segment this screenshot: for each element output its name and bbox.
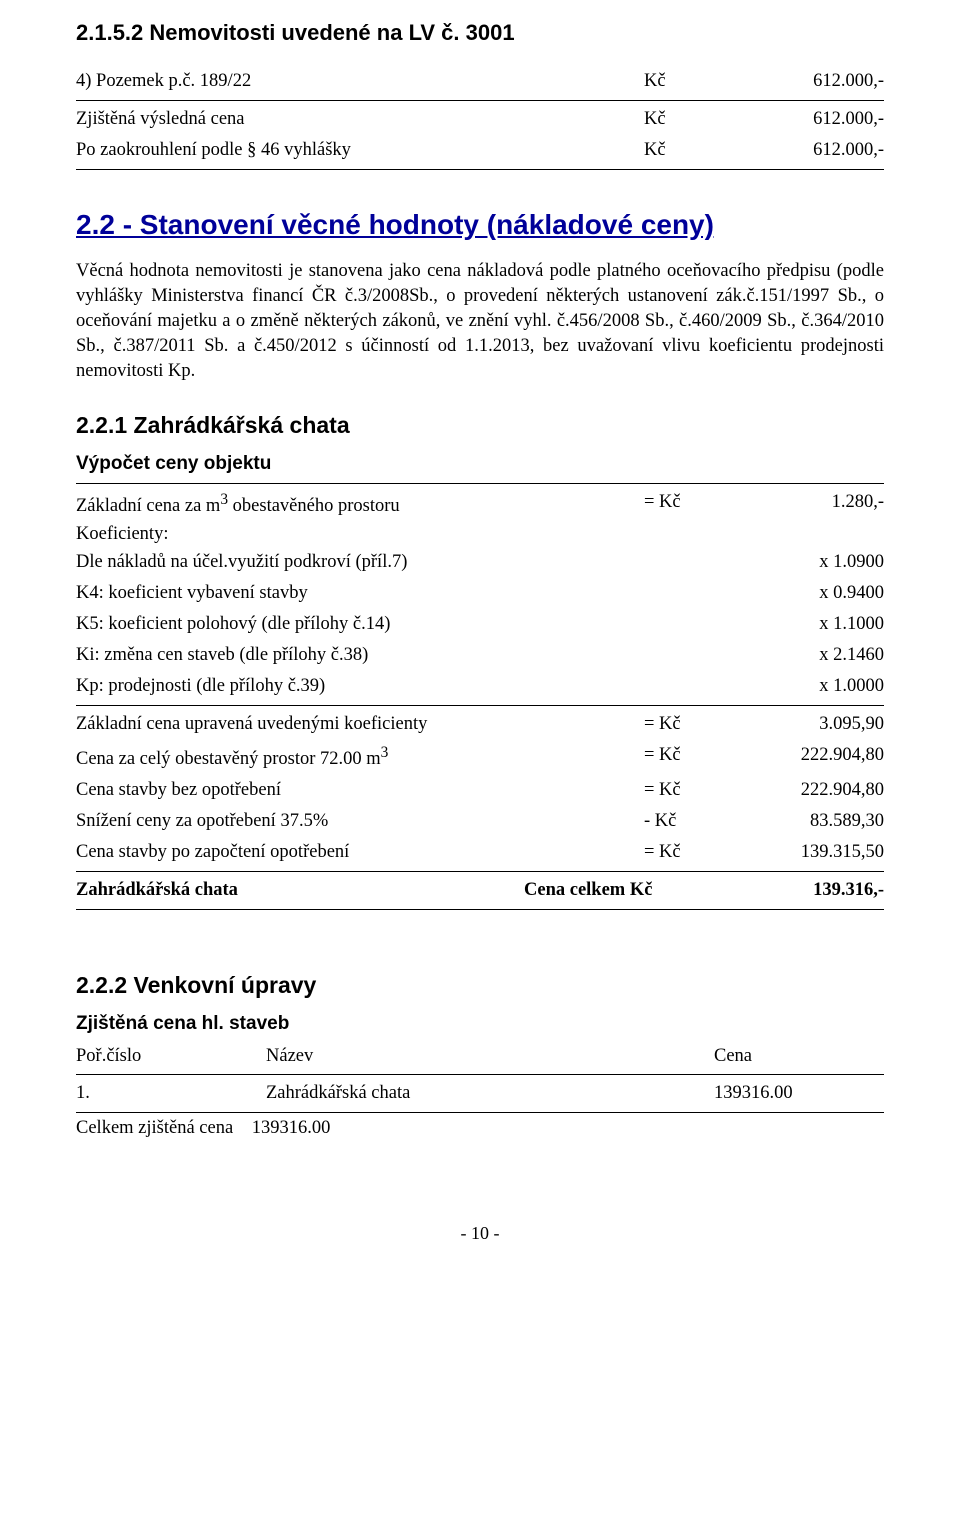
calc-val: 3.095,90 xyxy=(724,712,884,737)
divider xyxy=(76,1112,884,1113)
zc-unit: = Kč xyxy=(644,490,724,519)
vysledna-row: Zjištěná výsledná cena Kč 612.000,- xyxy=(76,104,884,135)
koef-row: Dle nákladů na účel.využití podkroví (př… xyxy=(76,547,884,578)
calc-unit: - Kč xyxy=(644,809,724,834)
zc-pre: Základní cena za m xyxy=(76,496,220,516)
calc-val: 222.904,80 xyxy=(724,778,884,803)
koef-row: K4: koeficient vybavení stavby x 0.9400 xyxy=(76,578,884,609)
sec-22-title: 2.2 - Stanovení věcné hodnoty (nákladové… xyxy=(76,206,884,244)
koef-row: K5: koeficient polohový (dle přílohy č.1… xyxy=(76,609,884,640)
calc-val: 222.904,80 xyxy=(724,743,884,772)
vysledna-label: Zjištěná výsledná cena xyxy=(76,107,644,132)
col-porcislo: Poř.číslo xyxy=(76,1044,266,1069)
zc-post: obestavěného prostoru xyxy=(228,496,400,516)
calc-row: Snížení ceny za opotřebení 37.5% - Kč 83… xyxy=(76,806,884,837)
table-row: 1. Zahrádkářská chata 139316.00 xyxy=(76,1078,884,1109)
chata-total-val: 139.316,- xyxy=(724,878,884,903)
divider xyxy=(76,483,884,484)
col-cena: Cena xyxy=(714,1044,884,1069)
cell-nazev: Zahrádkářská chata xyxy=(266,1081,714,1106)
calc-label: Základní cena upravená uvedenými koefici… xyxy=(76,712,644,737)
koef-label: Dle nákladů na účel.využití podkroví (př… xyxy=(76,550,644,575)
pozemek-label: 4) Pozemek p.č. 189/22 xyxy=(76,69,644,94)
zakladni-cena-label: Základní cena za m3 obestavěného prostor… xyxy=(76,490,644,519)
calc-sup: 3 xyxy=(381,744,389,761)
zaokrouhleni-val: 612.000,- xyxy=(724,138,884,163)
celkem-row: Celkem zjištěná cena 139316.00 xyxy=(76,1116,884,1141)
koef-row: Kp: prodejnosti (dle přílohy č.39) x 1.0… xyxy=(76,671,884,702)
divider xyxy=(76,100,884,101)
col-nazev: Název xyxy=(266,1044,714,1069)
cell-cena: 139316.00 xyxy=(714,1081,884,1106)
page-number: - 10 - xyxy=(76,1221,884,1245)
koef-val: x 1.1000 xyxy=(724,612,884,637)
calc-label: Cena za celý obestavěný prostor 72.00 m3 xyxy=(76,743,644,772)
vysledna-val: 612.000,- xyxy=(724,107,884,132)
cell-porcislo: 1. xyxy=(76,1081,266,1106)
koef-label: Ki: změna cen staveb (dle přílohy č.38) xyxy=(76,643,644,668)
calc-label: Cena stavby bez opotřebení xyxy=(76,778,644,803)
zc-val: 1.280,- xyxy=(724,490,884,519)
divider xyxy=(76,169,884,170)
calc-label: Cena stavby po započtení opotřebení xyxy=(76,840,644,865)
calc-val: 83.589,30 xyxy=(724,809,884,834)
pozemek-unit: Kč xyxy=(644,69,724,94)
koef-row: Ki: změna cen staveb (dle přílohy č.38) … xyxy=(76,640,884,671)
vysledna-unit: Kč xyxy=(644,107,724,132)
chata-total-unit: Cena celkem Kč xyxy=(524,878,724,903)
zaokrouhleni-label: Po zaokrouhlení podle § 46 vyhlášky xyxy=(76,138,644,163)
sec-221-title: 2.2.1 Zahrádkářská chata xyxy=(76,410,884,441)
calc-val: 139.315,50 xyxy=(724,840,884,865)
calc-unit: = Kč xyxy=(644,712,724,737)
sec-222-title: 2.2.2 Venkovní úpravy xyxy=(76,970,884,1001)
calc-row: Cena stavby bez opotřebení = Kč 222.904,… xyxy=(76,775,884,806)
pozemek-val: 612.000,- xyxy=(724,69,884,94)
sec-2152-title: 2.1.5.2 Nemovitosti uvedené na LV č. 300… xyxy=(76,18,884,48)
table-header: Poř.číslo Název Cena xyxy=(76,1041,884,1072)
calc-unit: = Kč xyxy=(644,840,724,865)
divider xyxy=(76,705,884,706)
calc-unit: = Kč xyxy=(644,743,724,772)
zaokrouhleni-row: Po zaokrouhlení podle § 46 vyhlášky Kč 6… xyxy=(76,135,884,166)
zc-sup: 3 xyxy=(220,491,228,508)
calc-row: Základní cena upravená uvedenými koefici… xyxy=(76,709,884,740)
koef-val: x 0.9400 xyxy=(724,581,884,606)
celkem-val: 139316.00 xyxy=(252,1118,331,1138)
pozemek-row: 4) Pozemek p.č. 189/22 Kč 612.000,- xyxy=(76,66,884,97)
divider xyxy=(76,1074,884,1075)
koef-label: Kp: prodejnosti (dle přílohy č.39) xyxy=(76,674,644,699)
calc-unit: = Kč xyxy=(644,778,724,803)
koef-val: x 1.0900 xyxy=(724,550,884,575)
zaokrouhleni-unit: Kč xyxy=(644,138,724,163)
divider xyxy=(76,871,884,872)
koef-header: Koeficienty: xyxy=(76,522,884,547)
calc-row: Cena stavby po započtení opotřebení = Kč… xyxy=(76,837,884,868)
vypocet-subtitle: Výpočet ceny objektu xyxy=(76,451,884,477)
celkem-label: Celkem zjištěná cena xyxy=(76,1118,233,1138)
zakladni-cena-row: Základní cena za m3 obestavěného prostor… xyxy=(76,487,884,522)
zjistena-subtitle: Zjištěná cena hl. staveb xyxy=(76,1011,884,1037)
koef-label: K4: koeficient vybavení stavby xyxy=(76,581,644,606)
koef-val: x 2.1460 xyxy=(724,643,884,668)
page: 2.1.5.2 Nemovitosti uvedené na LV č. 300… xyxy=(0,0,960,1276)
koef-val: x 1.0000 xyxy=(724,674,884,699)
calc-pre: Cena za celý obestavěný prostor 72.00 m xyxy=(76,749,381,769)
sec-22-paragraph: Věcná hodnota nemovitosti je stanovena j… xyxy=(76,259,884,384)
divider xyxy=(76,909,884,910)
chata-total-row: Zahrádkářská chata Cena celkem Kč 139.31… xyxy=(76,875,884,906)
koef-label: K5: koeficient polohový (dle přílohy č.1… xyxy=(76,612,644,637)
calc-row: Cena za celý obestavěný prostor 72.00 m3… xyxy=(76,740,884,775)
chata-total-label: Zahrádkářská chata xyxy=(76,878,524,903)
calc-label: Snížení ceny za opotřebení 37.5% xyxy=(76,809,644,834)
